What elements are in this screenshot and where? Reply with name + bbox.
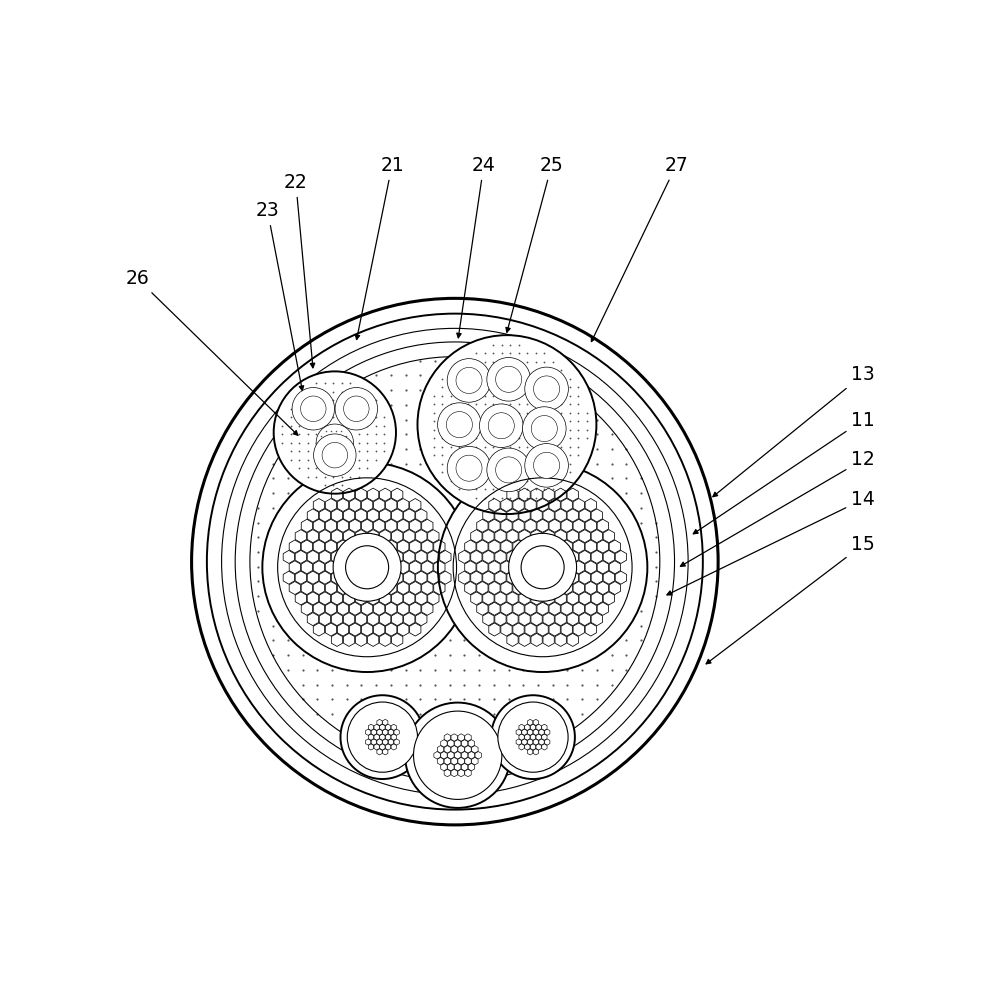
- Circle shape: [479, 404, 523, 448]
- Text: 24: 24: [457, 156, 496, 338]
- Circle shape: [292, 388, 334, 430]
- Circle shape: [333, 533, 401, 601]
- Circle shape: [313, 434, 356, 476]
- Circle shape: [300, 396, 326, 421]
- Circle shape: [534, 376, 560, 402]
- Text: 27: 27: [592, 156, 688, 342]
- Text: 15: 15: [707, 535, 875, 664]
- Text: 11: 11: [694, 411, 875, 534]
- Circle shape: [417, 335, 597, 514]
- Circle shape: [525, 367, 569, 411]
- Circle shape: [488, 413, 514, 439]
- Circle shape: [456, 367, 482, 393]
- Circle shape: [192, 298, 719, 825]
- Circle shape: [340, 695, 424, 779]
- Circle shape: [438, 463, 648, 672]
- Circle shape: [335, 388, 377, 430]
- Circle shape: [525, 444, 569, 487]
- Circle shape: [447, 446, 491, 490]
- Circle shape: [496, 457, 522, 483]
- Text: 22: 22: [283, 173, 314, 368]
- Circle shape: [496, 366, 522, 392]
- Circle shape: [322, 442, 347, 468]
- Circle shape: [447, 359, 491, 402]
- Circle shape: [446, 412, 472, 438]
- Circle shape: [509, 533, 577, 601]
- Circle shape: [491, 695, 575, 779]
- Text: 12: 12: [681, 450, 875, 566]
- Circle shape: [523, 407, 566, 450]
- Circle shape: [456, 455, 482, 481]
- Circle shape: [262, 463, 472, 672]
- Text: 26: 26: [126, 269, 297, 435]
- Text: 21: 21: [355, 156, 404, 340]
- Circle shape: [343, 396, 369, 421]
- Circle shape: [345, 546, 388, 589]
- Circle shape: [531, 416, 557, 442]
- Text: 13: 13: [713, 365, 875, 497]
- Circle shape: [487, 448, 531, 492]
- Circle shape: [405, 703, 510, 808]
- Text: 23: 23: [255, 201, 303, 390]
- Circle shape: [437, 403, 481, 446]
- Circle shape: [487, 358, 531, 401]
- Circle shape: [534, 452, 560, 478]
- Circle shape: [413, 711, 502, 799]
- Circle shape: [316, 424, 353, 461]
- Circle shape: [273, 371, 396, 494]
- Text: 14: 14: [667, 490, 875, 595]
- Circle shape: [347, 702, 417, 772]
- Text: 25: 25: [506, 156, 564, 332]
- Circle shape: [498, 702, 568, 772]
- Circle shape: [521, 546, 564, 589]
